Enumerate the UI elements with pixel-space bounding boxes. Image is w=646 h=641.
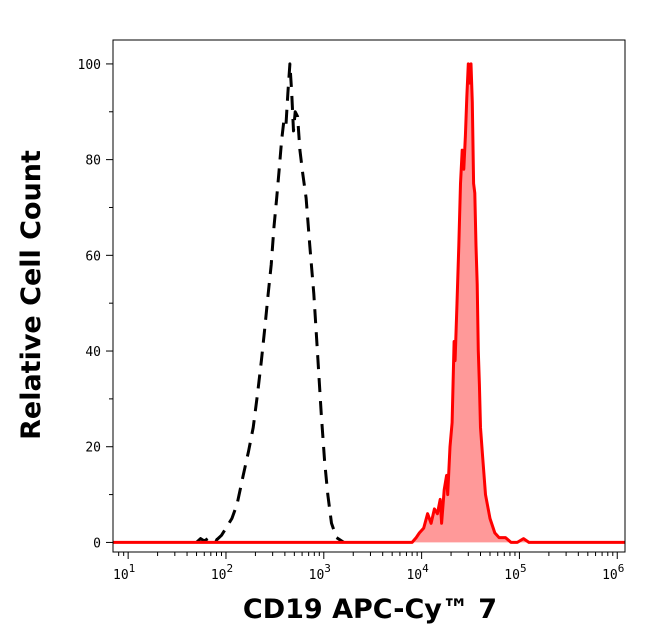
x-tick-label: 102 xyxy=(211,562,233,583)
x-tick-base: 10 xyxy=(406,568,422,583)
x-tick-exponent: 4 xyxy=(422,562,429,575)
x-tick-base: 10 xyxy=(113,568,129,583)
x-tick-exponent: 3 xyxy=(324,562,331,575)
plot-area xyxy=(113,62,625,544)
y-tick-label: 60 xyxy=(85,249,101,264)
x-axis: 101 102 103 104 105 106 xyxy=(113,552,624,583)
y-tick-label: 40 xyxy=(85,345,101,360)
y-axis: 0 20 40 60 80 100 xyxy=(78,58,113,551)
plot-frame xyxy=(112,39,626,553)
x-tick-label: 105 xyxy=(504,562,526,583)
y-tick-label: 100 xyxy=(78,58,101,73)
x-tick-base: 10 xyxy=(211,568,227,583)
x-axis-title: CD19 APC-Cy™ 7 xyxy=(243,594,497,625)
x-tick-base: 10 xyxy=(602,568,618,583)
x-tick-label: 104 xyxy=(406,562,429,583)
series-1-line xyxy=(113,62,625,544)
y-tick-label: 80 xyxy=(85,154,101,169)
x-tick-base: 10 xyxy=(504,568,520,583)
y-tick-label: 0 xyxy=(93,536,101,551)
x-tick-exponent: 1 xyxy=(129,562,136,575)
x-tick-label: 106 xyxy=(602,562,624,583)
x-tick-label: 103 xyxy=(309,562,331,583)
y-axis-title: Relative Cell Count xyxy=(16,150,47,440)
y-tick-label: 20 xyxy=(85,441,101,456)
x-tick-exponent: 6 xyxy=(618,562,625,575)
x-tick-base: 10 xyxy=(309,568,325,583)
series-0-line xyxy=(195,62,345,544)
x-tick-exponent: 2 xyxy=(226,562,233,575)
x-tick-exponent: 5 xyxy=(520,562,527,575)
x-tick-label: 101 xyxy=(113,562,135,583)
